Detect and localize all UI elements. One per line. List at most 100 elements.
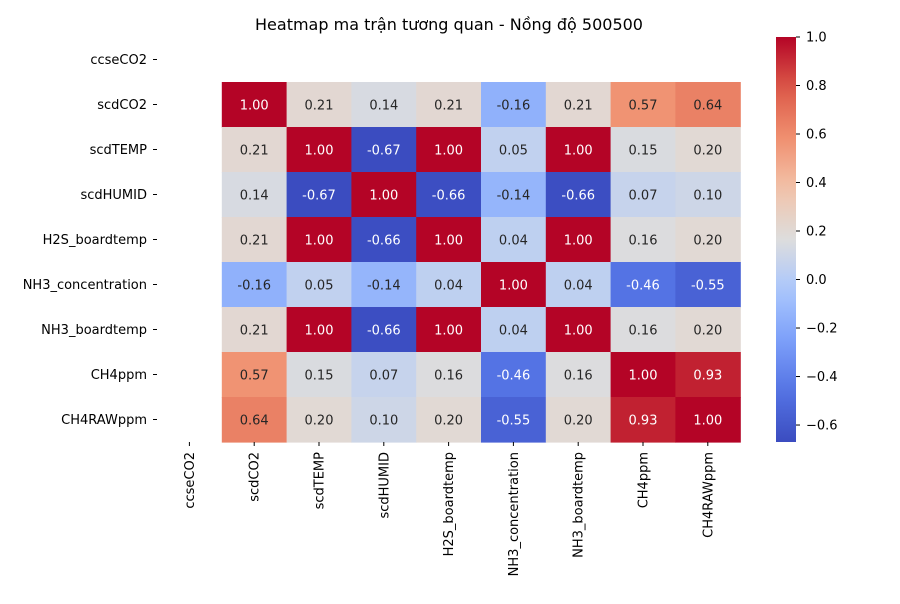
- x-tick-label: H2S_boardtemp: [442, 452, 457, 556]
- heatmap-cell: [221, 352, 288, 398]
- heatmap-cell: [481, 262, 547, 308]
- heatmap-cell: [545, 127, 612, 173]
- heatmap-cell: [545, 172, 612, 218]
- heatmap-cell: [675, 217, 741, 263]
- heatmap-cell: [351, 307, 417, 353]
- heatmap-cell-label: -0.14: [497, 189, 531, 204]
- heatmap-cell: [286, 82, 352, 128]
- y-tick-label: CH4ppm: [91, 368, 147, 383]
- heatmap-cell: [675, 397, 741, 443]
- heatmap-cell-label: 0.16: [564, 369, 593, 384]
- heatmap-cell: [351, 82, 417, 128]
- heatmap-cell-label: 0.04: [499, 234, 528, 249]
- heatmap-cell-label: 1.00: [434, 324, 463, 339]
- y-tick-label: NH3_concentration: [23, 278, 147, 293]
- heatmap-cell-label: 0.21: [240, 234, 269, 249]
- heatmap-cell-label: 0.04: [564, 279, 593, 294]
- heatmap-cell: [481, 127, 547, 173]
- heatmap-cell-label: 0.21: [305, 99, 334, 114]
- heatmap-cell: [416, 82, 482, 128]
- x-tick-label: scdHUMID: [377, 452, 392, 519]
- heatmap-cell-label: 0.15: [629, 144, 658, 159]
- heatmap-cell: [286, 127, 352, 173]
- heatmap-cell-label: 0.20: [305, 414, 334, 429]
- heatmap-cell: [286, 172, 352, 218]
- heatmap-cell-label: 0.04: [499, 324, 528, 339]
- y-tick-label: H2S_boardtemp: [43, 233, 147, 248]
- heatmap-cell: [416, 352, 482, 398]
- colorbar-tick-label: −0.2: [806, 322, 838, 337]
- heatmap-cell: [675, 127, 741, 173]
- x-tick-label: CH4RAWppm: [701, 452, 716, 538]
- colorbar-tick-label: 0.0: [806, 273, 827, 288]
- heatmap-cell: [286, 397, 352, 443]
- y-tick-label: scdCO2: [97, 98, 147, 113]
- heatmap-cell: [545, 217, 612, 263]
- heatmap-cell: [221, 127, 288, 173]
- colorbar-tick-label: −0.6: [806, 419, 838, 434]
- heatmap-cell-label: 0.14: [240, 189, 269, 204]
- heatmap-cells: [221, 82, 741, 443]
- heatmap-cell: [610, 172, 676, 218]
- x-axis: ccseCO2 scdCO2 scdTEMP scdHUMID H2S_boardtem…: [183, 442, 716, 576]
- y-tick-label: scdTEMP: [90, 143, 148, 158]
- heatmap-cell-label: 1.00: [564, 144, 593, 159]
- heatmap-cell-label: 1.00: [564, 234, 593, 249]
- chart-title: Heatmap ma trận tương quan - Nồng độ 500…: [255, 15, 643, 34]
- heatmap-cell: [351, 127, 417, 173]
- y-tick-label: NH3_boardtemp: [41, 323, 147, 338]
- heatmap-cell-label: 0.21: [240, 324, 269, 339]
- colorbar-tick-label: 0.8: [806, 79, 827, 94]
- heatmap-cell-label: -0.66: [561, 189, 595, 204]
- heatmap-cell: [545, 82, 612, 128]
- heatmap-cell-labels: 1.00 0.21 0.14 0.21 -0.16 0.21 0.57 0.64 0.21 1.0…: [237, 99, 724, 429]
- heatmap-cell-label: 0.10: [369, 414, 398, 429]
- heatmap-cell-label: -0.67: [367, 144, 401, 159]
- heatmap-cell-label: 1.00: [564, 324, 593, 339]
- heatmap-cell-label: -0.67: [302, 189, 336, 204]
- heatmap-cell-label: 0.64: [240, 414, 269, 429]
- heatmap-cell-label: 1.00: [305, 324, 334, 339]
- heatmap-cell-label: -0.16: [497, 99, 531, 114]
- colorbar-tick-label: 1.0: [806, 31, 827, 46]
- heatmap-cell: [351, 262, 417, 308]
- heatmap-cell: [610, 127, 676, 173]
- heatmap-cell: [416, 217, 482, 263]
- heatmap-cell-label: 1.00: [629, 369, 658, 384]
- heatmap-cell: [351, 172, 417, 218]
- heatmap-cell-label: 1.00: [305, 234, 334, 249]
- heatmap-cell-label: 0.93: [629, 414, 658, 429]
- heatmap-cell: [610, 307, 676, 353]
- heatmap-cell-label: 0.15: [305, 369, 334, 384]
- heatmap-cell-label: 0.14: [369, 99, 398, 114]
- heatmap-cell: [481, 307, 547, 353]
- heatmap-cell: [221, 82, 288, 128]
- heatmap-cell: [286, 217, 352, 263]
- heatmap-cell: [221, 397, 288, 443]
- heatmap-cell-label: 0.93: [693, 369, 722, 384]
- y-tick-label: scdHUMID: [80, 188, 147, 203]
- heatmap-cell-label: 0.20: [564, 414, 593, 429]
- heatmap-cell-label: 0.07: [369, 369, 398, 384]
- heatmap-cell-label: 0.20: [693, 324, 722, 339]
- heatmap-cell: [610, 217, 676, 263]
- heatmap-cell: [481, 397, 547, 443]
- heatmap-cell-label: 1.00: [499, 279, 528, 294]
- heatmap-cell: [481, 217, 547, 263]
- heatmap-cell-label: 0.57: [629, 99, 658, 114]
- heatmap-cell-label: -0.46: [626, 279, 660, 294]
- heatmap-cell: [675, 82, 741, 128]
- y-tick-label: ccseCO2: [90, 53, 147, 68]
- heatmap-cell: [610, 352, 676, 398]
- heatmap-cell-label: -0.46: [497, 369, 531, 384]
- heatmap-cell: [545, 262, 612, 308]
- colorbar-tick-label: −0.4: [806, 370, 838, 385]
- colorbar-tick-label: 0.2: [806, 225, 827, 240]
- heatmap-cell: [221, 307, 288, 353]
- heatmap-cell-label: -0.66: [432, 189, 466, 204]
- heatmap-cell: [286, 307, 352, 353]
- heatmap-cell: [351, 352, 417, 398]
- heatmap-cell-label: 0.05: [499, 144, 528, 159]
- heatmap-cell-label: 0.20: [434, 414, 463, 429]
- heatmap-cell-label: -0.55: [497, 414, 531, 429]
